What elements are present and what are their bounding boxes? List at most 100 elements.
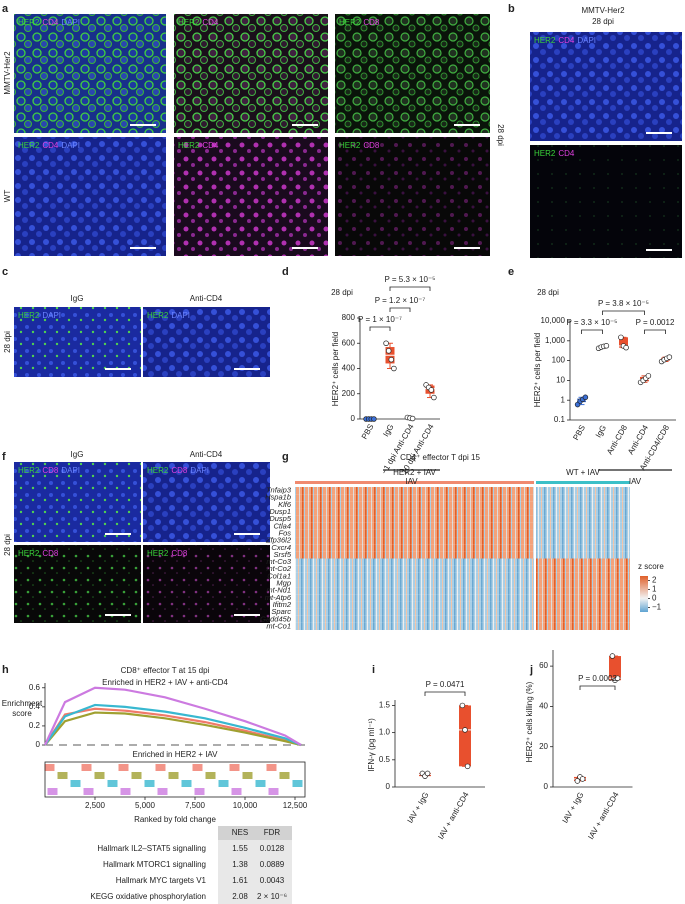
group-label: IAV	[629, 477, 642, 486]
table-row-name: Hallmark MYC targets V1	[116, 876, 207, 885]
data-point	[385, 348, 392, 354]
side-label: 28 dpi	[3, 534, 12, 556]
micrograph	[335, 137, 490, 256]
channel-label: HER2 CD4 DAPI	[18, 141, 80, 150]
p-value: P = 1 × 10⁻⁷	[358, 315, 402, 324]
panel-label: i	[372, 664, 375, 676]
p-value: P = 3.8 × 10⁻⁵	[598, 299, 649, 308]
data-point	[459, 702, 466, 709]
channel-name: DAPI	[61, 466, 80, 475]
data-point	[623, 344, 629, 351]
y-tick-label: 0.1	[554, 415, 566, 424]
gene-label: mt-Co3	[266, 557, 291, 566]
channel-name: CD8	[42, 466, 59, 475]
y-tick-label: 600	[342, 338, 356, 347]
channel-name: HER2	[18, 311, 40, 320]
heatmap-block	[295, 551, 534, 559]
x-tick-label: PBS	[571, 424, 587, 442]
y-tick-label: 60	[539, 661, 548, 670]
bracket	[602, 310, 645, 315]
x-tick-label: 10,000	[233, 801, 258, 810]
bracket	[369, 326, 391, 331]
panel-label: g	[282, 451, 289, 463]
heatmap-block	[536, 579, 630, 588]
table-cell: 1.38	[232, 860, 248, 869]
panel-label: b	[508, 3, 515, 15]
channel-name: CD4	[558, 36, 575, 45]
panel-title: MMTV-Her2	[581, 6, 625, 15]
heatmap-block	[536, 487, 630, 495]
x-tick-label: IgG	[594, 424, 608, 440]
gene-label: mt-Co1	[266, 621, 291, 630]
heatmap-block	[536, 601, 630, 609]
y-tick-label: 200	[342, 389, 356, 398]
heatmap-block	[536, 522, 630, 530]
p-value: P = 5.3 × 10⁻⁵	[385, 275, 436, 284]
y-tick-label: 100	[552, 356, 566, 365]
channel-name: HER2	[178, 141, 200, 150]
channel-name: CD4	[202, 18, 219, 27]
panel-title: 28 dpi	[592, 17, 614, 26]
heatmap-block	[295, 522, 534, 530]
micrograph	[14, 307, 141, 377]
table-header-bg	[218, 826, 292, 840]
heatmap-block	[536, 572, 630, 580]
box	[459, 705, 471, 767]
heatmap-block	[295, 529, 534, 538]
p-value: P = 0.0002	[578, 674, 617, 683]
channel-name: CD8	[363, 141, 380, 150]
data-point	[609, 653, 616, 659]
channel-name: HER2	[339, 141, 361, 150]
box	[619, 337, 628, 348]
channel-name: CD8	[171, 466, 188, 475]
data-point	[431, 394, 437, 401]
data-point	[383, 340, 389, 347]
x-tick-label: IAV + IgG	[561, 791, 586, 825]
channel-label: HER2 CD4 DAPI	[534, 36, 596, 45]
y-tick-label: 0.2	[29, 721, 41, 730]
heatmap-block	[536, 501, 630, 509]
bracket	[389, 307, 411, 312]
heatmap-title: CD4⁺ effector T dpi 15	[400, 453, 480, 462]
gene-label: Dusp5	[269, 514, 292, 523]
box	[609, 656, 621, 681]
gene-label: Hspa1b	[265, 493, 291, 502]
barcode-frame	[44, 761, 306, 798]
bracket	[579, 685, 616, 690]
y-tick-label: 0.5	[379, 755, 391, 764]
gene-label: Cxcr4	[271, 543, 291, 552]
x-tick-label: 2,500	[85, 801, 106, 810]
chart-title: CD8⁺ effector T at 15 dpi	[121, 666, 210, 675]
heatmap-block	[295, 594, 534, 602]
gene-label: Fos	[278, 528, 291, 537]
x-tick-label: IAV + anti-CD4	[436, 790, 471, 841]
colorbar-tick-label: 1	[652, 585, 657, 594]
table-cell: 0.0043	[260, 876, 285, 885]
gene-label: Dusp1	[269, 507, 291, 516]
y-axis-label: HER2⁺ cells killing (%)	[525, 681, 534, 762]
y-tick-label: 400	[342, 364, 356, 373]
heatmap-block	[295, 608, 534, 616]
data-point	[614, 675, 621, 681]
data-point	[424, 770, 431, 777]
heatmap-block	[536, 544, 630, 552]
panel-label: h	[2, 664, 9, 676]
channel-name: DAPI	[577, 36, 596, 45]
x-tick-label: 7,500	[185, 801, 206, 810]
heatmap-block	[295, 537, 534, 545]
bracket	[389, 286, 431, 291]
colorbar-tick-label: 2	[652, 576, 657, 585]
heatmap-block	[536, 594, 630, 602]
channel-name: CD4	[202, 141, 219, 150]
micrograph	[530, 145, 682, 258]
channel-name: HER2	[18, 549, 40, 558]
data-point	[579, 776, 586, 782]
gene-label: Sparc	[271, 607, 291, 616]
colorbar	[640, 576, 648, 612]
heatmap-block	[295, 508, 534, 516]
channel-name: HER2	[147, 466, 169, 475]
group-label: HER2 + IAV	[393, 468, 436, 477]
gene-label: mt-Nd1	[266, 586, 291, 595]
group-bar	[536, 481, 630, 484]
heatmap-block	[295, 601, 534, 609]
